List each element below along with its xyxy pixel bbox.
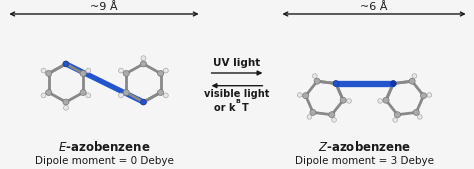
Circle shape [157,90,164,95]
Circle shape [41,93,46,98]
Circle shape [418,115,422,119]
Circle shape [420,93,427,99]
Circle shape [393,118,398,122]
Circle shape [340,97,346,103]
Circle shape [307,115,312,119]
Circle shape [412,74,417,78]
Circle shape [63,61,69,67]
Circle shape [378,99,383,103]
Circle shape [86,68,91,73]
Text: Dipole moment = 3 Debye: Dipole moment = 3 Debye [295,156,434,166]
Circle shape [413,110,419,115]
Text: B: B [236,99,240,104]
Text: Dipole moment = 0 Debye: Dipole moment = 0 Debye [35,156,174,166]
Circle shape [391,81,396,86]
Circle shape [310,110,316,115]
Circle shape [312,74,317,78]
Circle shape [394,112,401,118]
Text: or k: or k [214,103,235,113]
Circle shape [427,93,432,97]
Text: UV light: UV light [213,58,261,68]
Circle shape [302,93,309,99]
Text: visible light: visible light [204,89,270,99]
Text: T: T [242,103,248,113]
Circle shape [118,93,124,98]
Circle shape [333,81,339,87]
Text: $\mathit{Z}$-azobenzene: $\mathit{Z}$-azobenzene [318,140,411,154]
Circle shape [390,81,396,87]
Circle shape [314,78,320,84]
Circle shape [328,112,335,118]
Circle shape [141,99,146,105]
Circle shape [63,61,69,67]
Circle shape [46,70,52,76]
Circle shape [140,61,146,67]
Circle shape [298,93,302,97]
Circle shape [346,99,351,103]
Circle shape [164,68,168,73]
Circle shape [118,68,124,73]
Circle shape [80,90,86,95]
Text: $\mathit{E}$-azobenzene: $\mathit{E}$-azobenzene [58,140,151,154]
Circle shape [140,99,146,105]
Circle shape [46,90,52,95]
Circle shape [80,70,86,76]
Circle shape [409,78,415,84]
Circle shape [157,70,164,76]
Circle shape [141,56,146,61]
Circle shape [333,81,339,86]
Text: ~6 Å: ~6 Å [360,2,388,12]
Text: ~9 Å: ~9 Å [90,2,118,12]
Circle shape [332,118,337,122]
Circle shape [64,105,68,110]
Circle shape [164,93,168,98]
Circle shape [383,97,389,103]
Circle shape [86,93,91,98]
Circle shape [63,99,69,105]
Circle shape [41,68,46,73]
Circle shape [123,90,129,95]
Circle shape [123,70,129,76]
